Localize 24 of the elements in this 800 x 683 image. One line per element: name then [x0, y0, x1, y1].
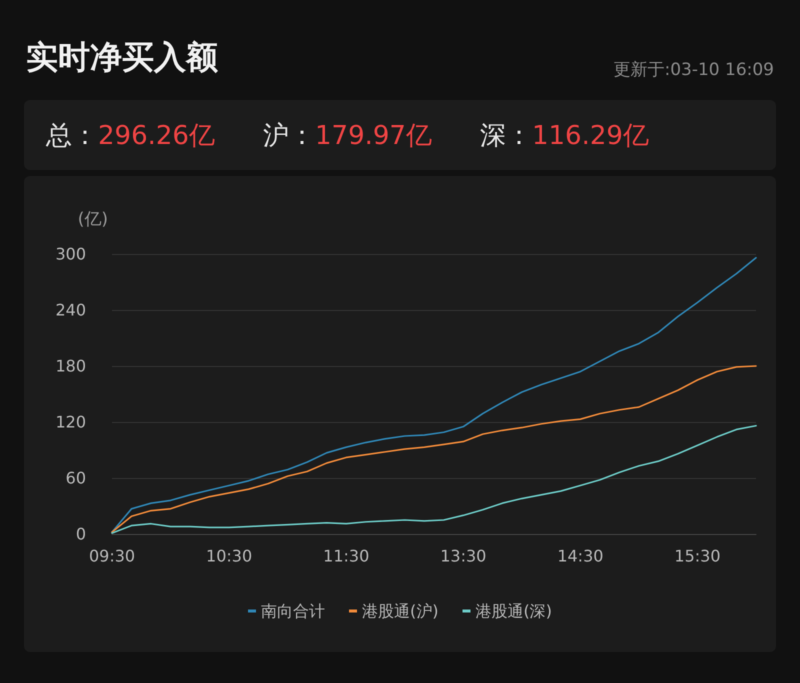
y-tick-label: 180	[55, 356, 86, 376]
chart-title: 实时净买入额	[26, 37, 218, 78]
x-tick-label: 10:30	[206, 546, 252, 566]
x-tick-label: 14:30	[557, 546, 604, 566]
y-tick-label: 60	[66, 468, 86, 488]
x-tick-label: 09:30	[88, 546, 136, 566]
y-tick-label: 0	[76, 524, 86, 544]
legend-label: 港股通(深)	[476, 602, 552, 620]
y-tick-label: 240	[55, 300, 86, 320]
x-tick-label: 13:30	[440, 546, 486, 566]
line-series	[111, 424, 757, 534]
text: 深：116.29亿	[480, 120, 649, 150]
x-tick-label: 15:30	[674, 546, 721, 566]
legend-label: 港股通(沪)	[362, 602, 438, 620]
y-axis-title: (亿)	[78, 210, 108, 230]
y-tick-label: 300	[55, 244, 86, 264]
legend-label: 南向合计	[261, 602, 326, 620]
line-series	[111, 256, 757, 533]
x-tick-label: 11:30	[323, 546, 370, 566]
text: 总：296.26亿	[46, 120, 215, 150]
line-series	[111, 365, 757, 533]
y-tick-label: 120	[55, 412, 86, 432]
chart-subtitle: 更新于:03-10 16:09	[613, 59, 774, 81]
text: 沪：179.97亿	[262, 120, 432, 150]
